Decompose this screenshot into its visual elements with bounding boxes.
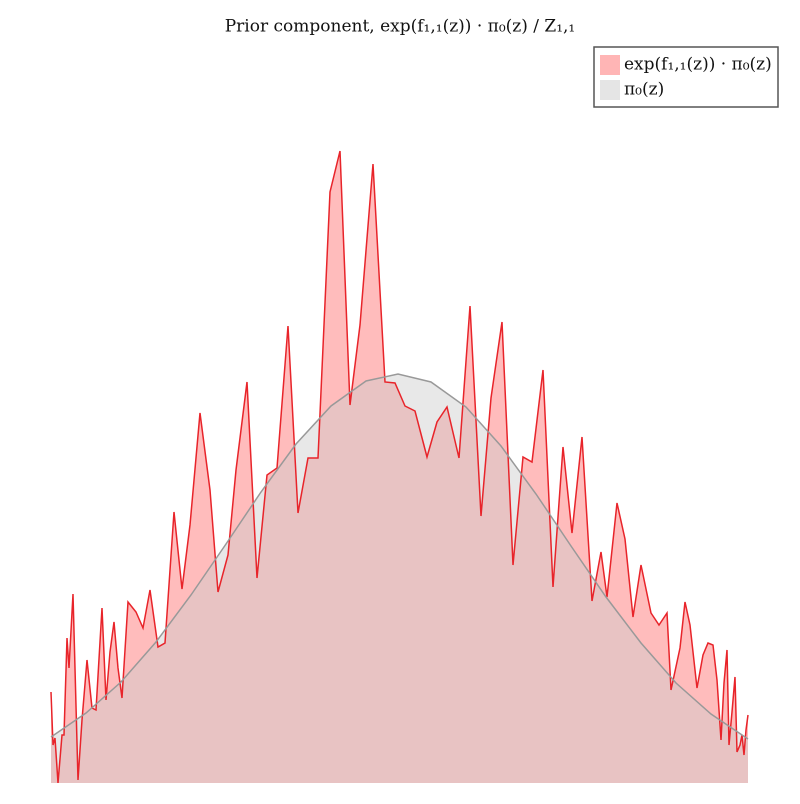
chart-title: Prior component, exp(f₁,₁(z)) · π₀(z) / … <box>225 17 576 37</box>
legend-swatch <box>600 55 620 75</box>
legend-label: exp(f₁,₁(z)) · π₀(z) <box>624 55 772 75</box>
area-line <box>50 373 749 740</box>
area-fill <box>51 374 748 783</box>
legend-swatch <box>600 80 620 100</box>
legend-box <box>593 46 779 108</box>
area-fill <box>51 151 748 783</box>
area-line <box>50 150 749 784</box>
legend-label: π₀(z) <box>624 80 664 100</box>
